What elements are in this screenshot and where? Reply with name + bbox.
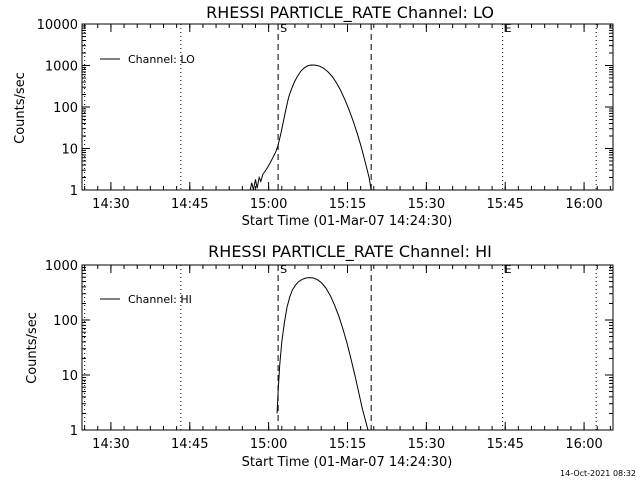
panel-lo: RHESSI PARTICLE_RATE Channel: LO Counts/…: [13, 3, 614, 229]
plot-frame: [81, 264, 614, 431]
y-tick-label: 1000: [45, 259, 78, 274]
series-line: [276, 277, 369, 431]
legend-label: Channel: HI: [128, 293, 192, 306]
x-tick-label: 16:00: [565, 437, 602, 452]
marker-label: E: [505, 22, 512, 35]
x-axis-label: Start Time (01-Mar-07 14:24:30): [242, 455, 453, 470]
marker-label: S: [280, 263, 287, 276]
chart-title: RHESSI PARTICLE_RATE Channel: HI: [208, 242, 492, 262]
y-tick-label: 10: [61, 143, 78, 158]
y-tick-label: 10: [61, 369, 78, 384]
legend-label: Channel: LO: [128, 53, 195, 66]
x-tick-label: 15:15: [329, 197, 366, 212]
x-tick-label: 14:30: [92, 437, 129, 452]
y-tick-label: 1: [70, 424, 78, 439]
x-tick-label: 16:00: [565, 197, 602, 212]
x-tick-label: 15:45: [486, 437, 523, 452]
x-tick-label: 14:45: [171, 437, 208, 452]
y-tick-label: 1000: [45, 60, 78, 75]
y-tick-label: 10000: [37, 18, 78, 33]
x-axis-label: Start Time (01-Mar-07 14:24:30): [242, 214, 453, 229]
y-axis-label: Counts/sec: [13, 72, 28, 144]
x-tick-label: 14:30: [92, 197, 129, 212]
y-tick-label: 100: [53, 101, 78, 116]
x-tick-label: 15:45: [486, 197, 523, 212]
panel-hi: RHESSI PARTICLE_RATE Channel: HI Counts/…: [25, 242, 614, 470]
x-tick-label: 14:45: [171, 197, 208, 212]
series-line: [249, 64, 372, 191]
x-tick-label: 15:15: [329, 437, 366, 452]
x-tick-label: 15:00: [250, 437, 287, 452]
x-tick-label: 15:30: [408, 197, 445, 212]
marker-label: S: [280, 22, 287, 35]
timestamp: 14-Oct-2021 08:32: [560, 469, 636, 478]
chart-title: RHESSI PARTICLE_RATE Channel: LO: [206, 3, 494, 23]
x-tick-label: 15:30: [408, 437, 445, 452]
y-tick-label: 100: [53, 314, 78, 329]
y-tick-label: 1: [70, 184, 78, 199]
marker-label: E: [505, 263, 512, 276]
y-axis-label: Counts/sec: [25, 312, 40, 384]
x-tick-label: 15:00: [250, 197, 287, 212]
